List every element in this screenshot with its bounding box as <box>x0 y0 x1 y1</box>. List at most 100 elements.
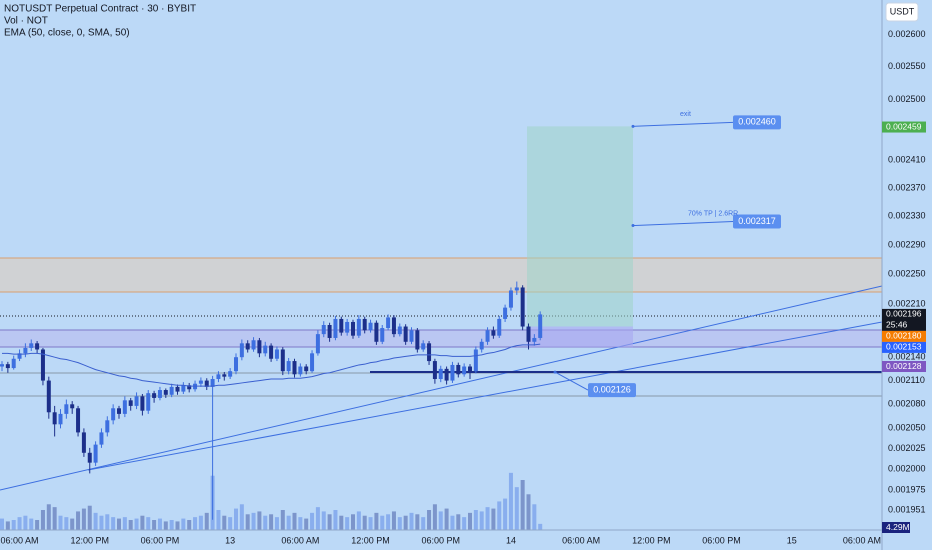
y-tick-label: 0.002210 <box>888 298 926 308</box>
y-tick-label: 0.002025 <box>888 443 926 453</box>
volume-bar <box>29 518 34 530</box>
y-tick-label: 0.002140 <box>888 352 926 362</box>
candle-body <box>421 343 426 350</box>
candle-body <box>391 317 396 335</box>
stop-zone <box>527 326 633 348</box>
candle-body <box>40 349 45 381</box>
y-tick-label: 0.002080 <box>888 399 926 409</box>
candle-body <box>76 408 81 433</box>
x-tick-label: 06:00 PM <box>141 535 180 545</box>
volume-bar <box>204 512 209 530</box>
x-tick-label: 06:00 AM <box>281 535 319 545</box>
candle-body <box>128 400 133 406</box>
volume-bar <box>473 510 478 530</box>
volume-bar <box>468 512 472 530</box>
y-tick-label: 0.001975 <box>888 484 926 494</box>
annotation-point <box>631 124 635 128</box>
volume-bar <box>345 517 350 530</box>
volume-bar <box>356 511 361 530</box>
candle-body <box>87 452 92 463</box>
volume-bar <box>234 508 238 530</box>
volume-bar <box>409 512 414 530</box>
volume-marker-label: 4.29M <box>886 522 910 532</box>
x-tick-label: 12:00 PM <box>70 535 109 545</box>
volume-bar <box>152 520 157 530</box>
candle-body <box>163 390 168 395</box>
candle-body <box>134 396 139 406</box>
volume-bar <box>310 512 315 530</box>
candle-body <box>479 341 484 350</box>
trendline <box>87 321 883 471</box>
candle-body <box>362 318 367 331</box>
y-tick-label: 0.002050 <box>888 423 926 433</box>
x-tick-label: 06:00 PM <box>421 535 460 545</box>
currency-button[interactable] <box>885 2 919 22</box>
y-tick-label: 0.002500 <box>888 94 926 104</box>
volume-bar <box>362 515 367 530</box>
volume-bar <box>520 480 525 530</box>
candle-body <box>146 393 151 411</box>
volume-bar <box>222 515 227 530</box>
chart-title: NOTUSDT Perpetual Contract · 30 · BYBIT <box>4 4 196 15</box>
candle-body <box>58 413 63 425</box>
candle-body <box>526 326 531 342</box>
target-zone <box>527 126 633 327</box>
candle-body <box>292 361 297 375</box>
price-marker-label: 0.002196 <box>886 309 922 319</box>
candle-body <box>157 390 162 398</box>
candle-body <box>450 364 455 381</box>
x-tick-label: 12:00 PM <box>632 535 671 545</box>
countdown: 25:46 <box>886 320 908 330</box>
candle-body <box>70 404 75 409</box>
volume-bar <box>397 517 402 530</box>
volume-bar <box>503 498 508 530</box>
y-tick-label: 0.002330 <box>888 211 926 221</box>
candle-body <box>415 330 420 350</box>
price-marker <box>882 361 926 373</box>
candle-body <box>380 328 385 342</box>
volume-bar <box>450 515 455 530</box>
volume-bar <box>52 507 57 530</box>
annotation-box <box>588 383 636 398</box>
volume-bar <box>269 514 274 530</box>
volume-bar <box>274 517 279 530</box>
candle-body <box>397 326 402 335</box>
volume-bar <box>99 515 104 530</box>
volume-bar <box>146 517 151 530</box>
volume-bar <box>228 517 233 530</box>
candle-body <box>263 345 268 354</box>
volume-bar <box>175 521 180 530</box>
trendline <box>0 285 883 491</box>
demand-zone <box>0 330 882 347</box>
x-tick-label: 06:00 AM <box>843 535 881 545</box>
candle-body <box>286 361 291 372</box>
volume-bar <box>140 515 145 530</box>
candle-body <box>181 385 186 392</box>
candle-body <box>321 324 326 335</box>
candle-body <box>105 420 110 433</box>
volume-bar <box>497 501 502 530</box>
volume-bar <box>514 487 519 530</box>
candle-body <box>52 412 57 425</box>
price-marker-label: 0.002459 <box>886 121 922 131</box>
volume-bar <box>479 511 484 530</box>
y-tick-label: 0.002410 <box>888 155 926 165</box>
candle-body <box>298 366 303 375</box>
price-marker-label: 0.002153 <box>886 342 922 352</box>
volume-bar <box>462 517 467 530</box>
candle-body <box>538 314 543 338</box>
candle-body <box>503 307 508 319</box>
currency-label[interactable]: USDT <box>890 6 915 16</box>
volume-bar <box>339 515 344 530</box>
candle-body <box>257 340 262 354</box>
volume-bar <box>163 521 168 530</box>
volume-bar <box>292 512 297 530</box>
volume-bar <box>122 517 127 530</box>
y-tick-label: 0.002370 <box>888 182 926 192</box>
candle-body <box>427 343 432 362</box>
candle-body <box>64 404 69 414</box>
candle-body <box>315 334 320 354</box>
candle-body <box>251 340 256 350</box>
volume-bar <box>427 510 432 530</box>
volume-bar <box>64 517 69 530</box>
